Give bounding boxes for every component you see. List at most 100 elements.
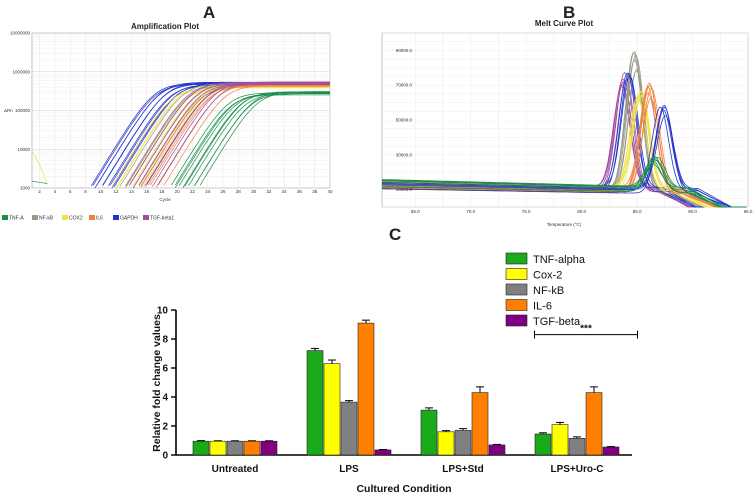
amplification-legend-label: TNF-A [9, 216, 24, 222]
bar-y-tick-label: 8 [162, 335, 168, 346]
amplification-x-tick: 14 [129, 189, 135, 194]
amplification-legend-label: COX2 [69, 216, 83, 222]
bar-tnf-alpha [306, 350, 324, 456]
melt-curve [381, 84, 747, 208]
amplification-x-tick: 16 [144, 189, 150, 194]
amplification-x-tick: 30 [251, 189, 257, 194]
bar-cox-2 [323, 363, 341, 456]
amplification-x-tick: 10 [98, 189, 104, 194]
bar-tgf-beta [602, 446, 620, 456]
amplification-y-tick: 10000 [17, 147, 30, 152]
melt-y-tick: 10000.0 [396, 187, 413, 192]
melt-x-tick: 90.0 [688, 209, 697, 214]
amplification-x-tick: 22 [190, 189, 196, 194]
amplification-x-label: Cycle [159, 197, 171, 202]
melt-x-tick: 70.0 [466, 209, 475, 214]
melt-x-tick: 85.0 [633, 209, 642, 214]
melt-x-tick: 95.0 [744, 209, 753, 214]
panel-letter-b: B [563, 3, 575, 22]
amplification-legend-label: IL6 [96, 216, 103, 222]
melt-x-tick: 80.0 [577, 209, 586, 214]
amplification-y-tick: 10000000 [10, 31, 31, 36]
bar-nf-kb [226, 440, 244, 456]
bar-y-tick-label: 6 [162, 364, 168, 375]
melt-y-tick: 30000.0 [396, 152, 413, 157]
legend-label: NF-kB [533, 285, 564, 297]
bar-y-tick-label: 10 [157, 306, 169, 317]
bar-nf-kb [454, 430, 472, 456]
amplification-legend-label: NF-kB [39, 216, 54, 222]
amplification-x-tick: 18 [159, 189, 165, 194]
bar-nf-kb [340, 401, 358, 456]
amplification-noise-curve [31, 150, 48, 186]
legend-swatch [505, 252, 528, 265]
amplification-x-tick: 4 [54, 189, 57, 194]
amplification-plot: Amplification Plot Cycle ΔRn 2/3 2468101… [2, 22, 333, 222]
bar-il-6 [243, 440, 261, 456]
legend-swatch [505, 268, 528, 280]
amplification-curve [157, 81, 330, 186]
amplification-x-tick: 8 [84, 189, 87, 194]
legend-swatch [505, 314, 528, 327]
amplification-curve [194, 91, 330, 187]
amplification-y-tick: 1000000 [12, 69, 30, 74]
bar-nf-kb [568, 437, 586, 456]
amplification-x-tick: 24 [205, 189, 211, 194]
amplification-x-tick: 6 [69, 189, 72, 194]
amplification-y-tick: 1000 [20, 186, 31, 191]
bar-il-6 [585, 392, 603, 456]
bar-cox-2 [551, 424, 569, 456]
amplification-legend-swatch [62, 215, 68, 220]
amplification-x-tick: 26 [221, 189, 227, 194]
amplification-noise-curve [31, 180, 48, 184]
amplification-x-tick: 32 [266, 189, 272, 194]
bar-cox-2 [437, 431, 455, 456]
amplification-x-tick: 40 [327, 189, 333, 194]
amplification-curve [148, 85, 330, 186]
amplification-x-tick: 28 [236, 189, 242, 194]
bar-category-label: LPS+Uro-C [550, 464, 603, 475]
legend-swatch [505, 299, 528, 311]
amplification-y-label: ΔRn [4, 108, 13, 113]
melt-curve [382, 156, 747, 208]
legend-label: IL-6 [533, 301, 552, 313]
melt-curve-x-label: Temperature (°C) [547, 222, 582, 227]
bar-tgf-beta [374, 449, 392, 456]
bar-y-tick-label: 0 [162, 451, 168, 462]
amplification-legend: TNF-A NF-kB COX2 IL6 GAPDH TGF-beta1 [2, 215, 174, 222]
melt-y-tick: 50000.0 [396, 118, 413, 123]
fold-change-y-label: Relative fold change values [151, 314, 163, 452]
legend-label: TGF-beta [533, 316, 581, 328]
amplification-legend-swatch [2, 215, 8, 220]
bar-category-label: LPS+Std [442, 464, 483, 475]
bar-il-6 [357, 322, 375, 456]
melt-curve [382, 156, 747, 208]
melt-curve [382, 159, 747, 208]
amplification-curve [163, 85, 330, 186]
amplification-x-tick: 34 [282, 189, 288, 194]
amplification-legend-label: GAPDH [120, 216, 138, 222]
panel-letter-a: A [203, 3, 215, 22]
bar-y-tick-label: 2 [162, 422, 168, 433]
amplification-legend-swatch [113, 215, 119, 220]
bar-tnf-alpha [534, 433, 552, 456]
melt-curve [381, 86, 747, 208]
bar-tgf-beta [488, 444, 506, 456]
amplification-x-tick: 20 [175, 189, 181, 194]
melt-x-tick: 75.0 [522, 209, 531, 214]
fold-change-legend: TNF-alpha Cox-2 NF-kB IL-6 TGF-beta [505, 252, 586, 328]
amplification-legend-swatch [32, 215, 38, 220]
legend-label: Cox-2 [533, 270, 562, 282]
amplification-y-tick: 100000 [15, 108, 31, 113]
melt-curve [382, 105, 747, 208]
panel-letter-c: C [389, 225, 401, 244]
melt-curve [382, 162, 747, 208]
amplification-plot-title: Amplification Plot [131, 22, 199, 31]
bar-category-label: Untreated [212, 464, 259, 475]
bar-y-tick-label: 4 [162, 393, 168, 404]
amplification-curve [152, 81, 330, 187]
significance-stars: *** [580, 324, 592, 335]
bar-tgf-beta [260, 440, 278, 456]
melt-curve [381, 109, 747, 208]
